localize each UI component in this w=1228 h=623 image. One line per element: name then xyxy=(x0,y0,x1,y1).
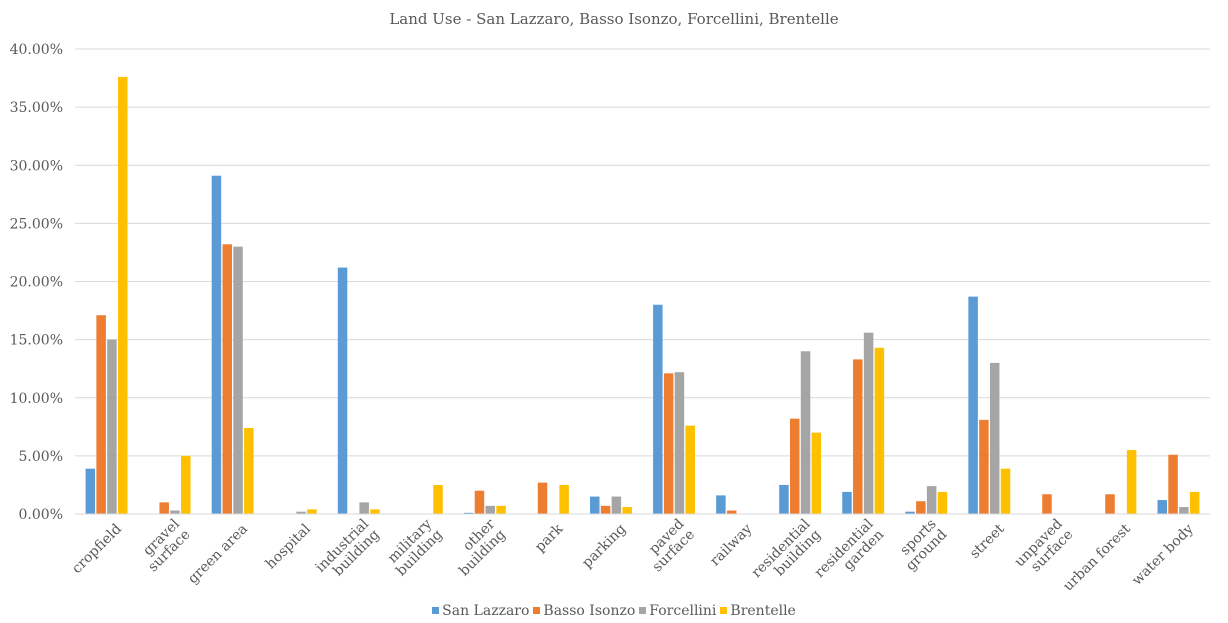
x-tick-label: militarybuilding xyxy=(383,516,446,579)
bar xyxy=(1042,494,1052,514)
bar xyxy=(926,486,937,514)
legend: San Lazzaro Basso Isonzo Forcellini Brentel… xyxy=(0,603,1228,619)
bar xyxy=(337,267,348,514)
bar xyxy=(463,512,474,514)
x-tick-label: unpavedsurface xyxy=(1012,516,1077,581)
x-tick-label: park xyxy=(532,521,567,556)
x-tick-label: street xyxy=(967,521,1008,562)
bar xyxy=(107,339,117,514)
bar xyxy=(663,373,674,514)
bar xyxy=(222,244,232,515)
bar xyxy=(1157,500,1168,514)
bar xyxy=(779,484,789,514)
bar xyxy=(1000,468,1011,514)
legend-label: Basso Isonzo xyxy=(543,603,636,619)
x-tick-label: urban forest xyxy=(1060,521,1134,595)
bar xyxy=(800,351,811,514)
bar xyxy=(244,427,254,514)
bar xyxy=(1189,491,1200,514)
y-tick-label: 30.00% xyxy=(10,158,63,174)
bar xyxy=(233,246,243,514)
chart-title: Land Use - San Lazzaro, Basso Isonzo, Fo… xyxy=(389,10,839,28)
y-tick-label: 5.00% xyxy=(19,449,63,465)
bar xyxy=(433,484,443,514)
bar xyxy=(1168,454,1178,514)
bar xyxy=(716,495,726,514)
bar xyxy=(85,468,96,514)
bar xyxy=(989,362,1000,514)
bar xyxy=(979,419,989,514)
bar xyxy=(685,425,695,514)
legend-swatch xyxy=(639,607,647,614)
bar xyxy=(937,491,948,514)
y-tick-label: 35.00% xyxy=(10,100,63,116)
bar xyxy=(170,510,180,514)
bar xyxy=(853,359,863,514)
x-tick-label: otherbuilding xyxy=(446,516,509,579)
bar xyxy=(474,490,485,514)
bar xyxy=(485,505,496,514)
x-tick-label: railway xyxy=(707,521,755,569)
bar xyxy=(789,418,800,514)
bar xyxy=(674,372,685,514)
bar xyxy=(622,507,632,514)
bar xyxy=(96,315,106,514)
legend-swatch xyxy=(720,607,728,614)
x-tick-label: residentialbuilding xyxy=(749,516,825,592)
bar xyxy=(1179,507,1189,514)
bar xyxy=(1126,450,1137,514)
bar xyxy=(905,511,915,514)
x-tick-label: pavedsurface xyxy=(639,516,698,575)
bar xyxy=(370,509,380,514)
x-tick-label: residentialgarden xyxy=(812,516,888,592)
x-tick-label: parking xyxy=(579,521,629,571)
legend-item: Brentelle xyxy=(720,603,796,619)
bar xyxy=(874,347,885,514)
legend-item: San Lazzaro xyxy=(432,603,529,619)
bar xyxy=(296,511,306,514)
bar xyxy=(653,304,663,514)
bar xyxy=(496,505,506,514)
bar xyxy=(559,484,569,514)
bar xyxy=(211,175,222,514)
bar xyxy=(863,332,874,514)
legend-label: San Lazzaro xyxy=(442,603,530,619)
x-tick-label: water body xyxy=(1129,521,1197,589)
bar xyxy=(307,509,317,514)
legend-item: Forcellini xyxy=(639,603,716,619)
bar xyxy=(842,491,852,514)
y-tick-label: 10.00% xyxy=(10,391,63,407)
legend-label: Forcellini xyxy=(649,603,717,619)
bar xyxy=(811,432,822,514)
y-tick-label: 20.00% xyxy=(10,275,63,291)
x-tick-label: gravelsurface xyxy=(135,516,194,575)
bar xyxy=(726,510,737,514)
y-tick-label: 40.00% xyxy=(10,42,63,58)
y-tick-label: 15.00% xyxy=(10,333,63,349)
x-tick-label: green area xyxy=(185,521,251,587)
bar xyxy=(600,505,611,514)
bar xyxy=(916,501,926,514)
bar xyxy=(537,482,548,514)
bar xyxy=(1105,494,1115,514)
x-tick-label: hospital xyxy=(263,521,315,573)
x-tick-label: industrialbuilding xyxy=(313,516,384,587)
bar xyxy=(968,296,978,514)
bar xyxy=(181,455,191,514)
x-tick-label: sportsground xyxy=(892,516,950,574)
bar xyxy=(611,496,622,514)
bar xyxy=(159,502,169,514)
bar xyxy=(590,496,600,514)
bar xyxy=(117,76,128,515)
y-tick-label: 0.00% xyxy=(19,507,63,523)
legend-swatch xyxy=(533,607,541,614)
legend-item: Basso Isonzo xyxy=(533,603,635,619)
y-tick-label: 25.00% xyxy=(10,216,63,232)
plot-area: 0.00% 5.00% 10.00% 15.00% 20.00% 25.00% 30.00%… xyxy=(10,42,1210,595)
bar xyxy=(359,502,369,514)
x-tick-label: cropfield xyxy=(69,521,125,577)
legend-label: Brentelle xyxy=(730,603,796,619)
legend-swatch xyxy=(432,607,440,614)
